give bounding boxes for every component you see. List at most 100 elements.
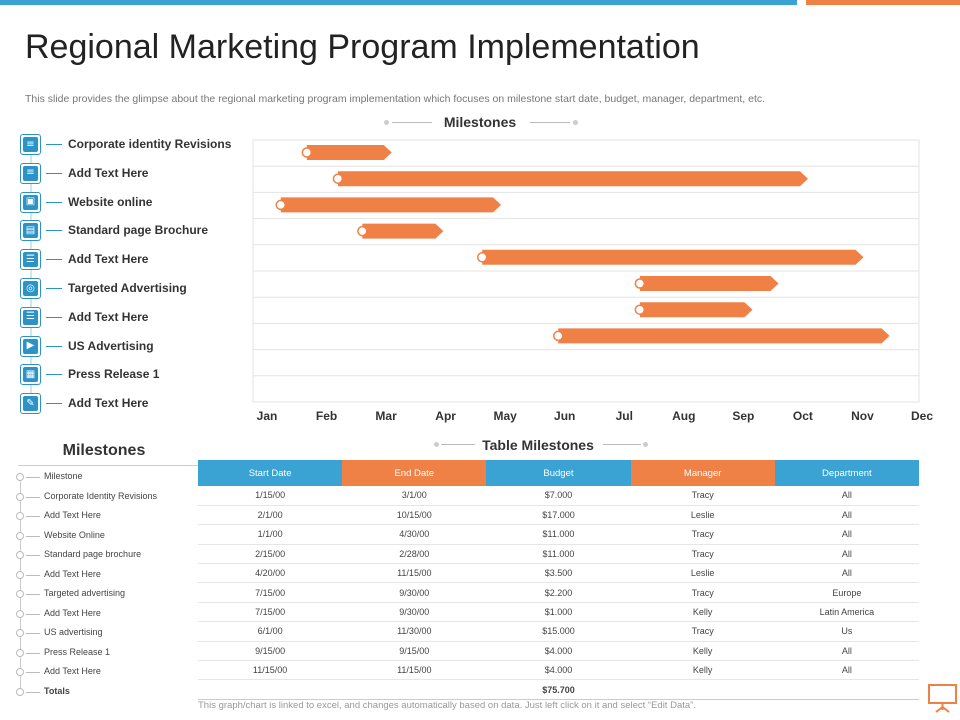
top-accent-bar-orange	[806, 0, 960, 5]
side-list-text: Standard page brochure	[44, 549, 142, 559]
heading-line-right	[530, 122, 570, 123]
gantt-bar	[301, 145, 392, 160]
table-cell: 9/15/00	[198, 641, 343, 662]
milestone-connector	[46, 230, 62, 232]
table-cell: 6/1/00	[198, 621, 343, 642]
table-cell: 2/1/00	[198, 505, 343, 526]
edit-icon: ✎	[20, 393, 41, 415]
gantt-bar-shape	[558, 328, 890, 344]
document-icon: ≡	[20, 134, 41, 155]
milestone-connector	[46, 316, 62, 318]
bullet-dot	[16, 590, 24, 598]
gantt-bar	[634, 302, 753, 318]
brochure-icon: ▤	[20, 220, 41, 242]
table-cell: Europe	[774, 582, 919, 603]
heading-line-left	[392, 122, 432, 123]
table-cell: 11/15/00	[342, 563, 487, 584]
month-tick-label: Jun	[554, 409, 575, 423]
milestone-label: Website online	[68, 194, 153, 209]
table-cell: $17.000	[486, 505, 631, 526]
table-cell: 7/15/00	[198, 602, 343, 623]
gantt-bar	[553, 328, 890, 344]
table-cell: Tracy	[630, 486, 775, 506]
table-cell: Kelly	[630, 602, 775, 623]
header-end-date: End Date	[342, 460, 487, 486]
icon-glyph: ✎	[23, 396, 38, 412]
table-cell: All	[774, 505, 919, 526]
table-cell: 2/15/00	[198, 544, 343, 565]
footnote: This graph/chart is linked to excel, and…	[198, 700, 696, 711]
side-list-title: Milestones	[62, 442, 146, 459]
side-list-text: US advertising	[44, 627, 103, 637]
table-cell: 4/20/00	[198, 563, 343, 584]
milestone-label: Corporate identity Revisions	[68, 137, 232, 151]
table-cell-empty	[630, 679, 775, 700]
month-tick-label: Oct	[793, 409, 813, 423]
header-start-date: Start Date	[198, 460, 343, 486]
side-list-text: Corporate Identity Revisions	[44, 490, 158, 501]
bullet-dot	[16, 570, 24, 579]
clipboard-icon: ☰	[20, 249, 41, 271]
milestone-label: Press Release 1	[68, 367, 160, 382]
table-cell: All	[774, 544, 919, 565]
bullet-dot	[16, 687, 24, 696]
table-row: 7/15/00 9/30/00 $1.000 Kelly Latin America	[198, 602, 919, 623]
gantt-bar	[275, 197, 502, 213]
bullet-dash	[26, 691, 40, 693]
table-cell: Kelly	[630, 660, 775, 681]
gantt-bar	[332, 171, 808, 187]
milestone-connector	[46, 144, 62, 145]
table-heading-dot-left	[434, 442, 439, 447]
milestone-connector	[46, 288, 62, 289]
side-list-divider	[18, 465, 198, 466]
bullet-dash	[26, 574, 40, 576]
table-cell: 3/1/00	[342, 486, 487, 506]
table-cell: Tracy	[630, 582, 775, 603]
megaphone-icon: ▶	[20, 335, 41, 357]
gantt-bar-shape	[306, 145, 392, 160]
side-list-spine	[20, 477, 21, 691]
side-list-text: Website Online	[44, 529, 105, 540]
table-cell: 1/15/00	[198, 486, 343, 506]
milestone-connector	[46, 172, 62, 174]
gantt-bar-shape	[337, 171, 808, 187]
table-cell: $1.000	[486, 602, 631, 623]
gantt-bar-start-marker	[553, 330, 564, 342]
milestone-label: Standard page Brochure	[68, 223, 209, 238]
table-cell: 2/28/00	[342, 544, 487, 565]
top-accent-bar-blue	[0, 0, 797, 5]
icon-glyph: ☰	[23, 309, 38, 325]
table-row: 4/20/00 11/15/00 $3.500 Leslie All	[198, 563, 919, 584]
table-cell: All	[774, 563, 919, 584]
side-list-text: Totals	[44, 685, 70, 696]
table-cell: 11/15/00	[198, 660, 343, 681]
milestone-connector	[46, 345, 62, 347]
month-tick-label: Dec	[911, 409, 933, 423]
table-cell: Tracy	[630, 621, 775, 642]
table-cell: 9/30/00	[342, 582, 487, 603]
bullet-dash	[26, 613, 40, 615]
table-total-row: $75.700	[198, 679, 919, 700]
table-heading: Table Milestones	[482, 437, 594, 453]
bullet-dash	[26, 633, 40, 634]
icon-glyph: ◎	[23, 281, 38, 296]
gantt-bar-start-marker	[634, 278, 646, 289]
icon-glyph: ≡	[23, 165, 38, 181]
gantt-bar-start-marker	[476, 252, 488, 263]
bullet-dot	[16, 531, 24, 540]
table-cell: All	[774, 641, 919, 662]
bullet-dot	[16, 609, 24, 618]
milestone-label: US Advertising	[68, 338, 154, 353]
table-cell-empty	[774, 679, 919, 700]
milestone-label: Targeted Advertising	[68, 281, 187, 295]
bullet-dash	[26, 535, 40, 537]
milestone-label: Add Text Here	[68, 396, 149, 411]
milestone-connector	[46, 259, 62, 261]
presentation-board-icon	[928, 684, 957, 713]
gantt-bar-start-marker	[332, 173, 344, 184]
table-cell: $11.000	[486, 524, 631, 545]
table-cell: Us	[774, 621, 919, 642]
side-list-text: Press Release 1	[44, 646, 111, 657]
table-cell: 7/15/00	[198, 582, 343, 603]
header-budget: Budget	[486, 460, 631, 486]
